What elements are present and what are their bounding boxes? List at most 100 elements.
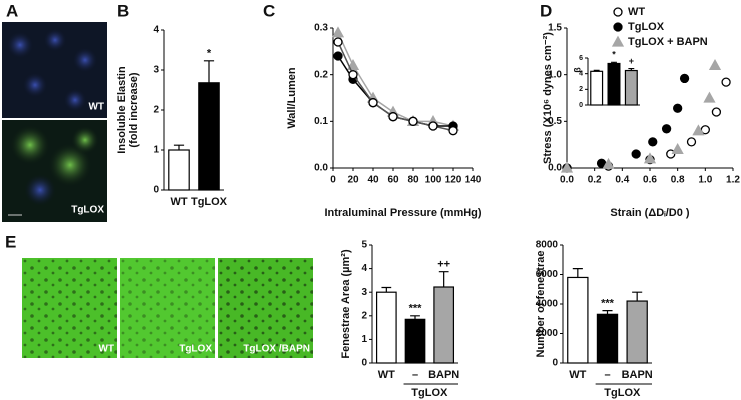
x-tick-label: TgLOX <box>191 196 228 208</box>
panel-label: D <box>540 1 552 20</box>
y-tick-label: 0.2 <box>314 69 328 80</box>
x-tick-label: 60 <box>387 175 399 186</box>
error-bar <box>173 144 185 150</box>
y-tick-label: 8000 <box>536 240 559 251</box>
marker <box>643 152 657 164</box>
y-tick-label: 0 <box>579 102 583 109</box>
marker <box>448 126 458 136</box>
y-tick-label: 2 <box>153 105 159 116</box>
marker <box>368 98 378 108</box>
x-axis-label: Strain (ΔDᵢ/D0 ) <box>610 207 689 219</box>
bar <box>433 286 455 364</box>
y-tick-label: 2 <box>361 310 367 321</box>
marker <box>613 22 623 32</box>
x-tick-label: – <box>604 369 610 381</box>
error-bar <box>611 61 617 64</box>
x-tick-label: 1.2 <box>726 175 740 186</box>
y-tick-label: 0.3 <box>314 23 328 34</box>
y-tick-label: 3 <box>153 65 159 76</box>
marker <box>602 157 615 169</box>
annotation: ++ <box>437 259 450 271</box>
x-tick-label: BAPN <box>622 369 653 381</box>
y-tick-label: 2 <box>579 86 583 93</box>
y-tick-label: 4000 <box>536 299 559 310</box>
marker <box>703 91 716 103</box>
marker <box>679 73 690 84</box>
y-axis-label: β <box>572 67 582 73</box>
y-tick-label: 1.0 <box>548 69 562 80</box>
error-bar <box>593 69 600 72</box>
marker <box>333 37 343 47</box>
x-tick-label: 0.8 <box>671 175 685 186</box>
marker <box>631 149 641 159</box>
y-tick-label: 0.1 <box>314 116 328 127</box>
annotation: * <box>612 50 616 60</box>
marker <box>613 7 623 17</box>
group-label: TgLOX <box>411 387 448 399</box>
y-tick-label: 1 <box>361 334 367 345</box>
y-tick-label: 0.0 <box>314 163 328 174</box>
y-axis-label: (fold increase) <box>128 72 140 148</box>
x-tick-label: 0.2 <box>588 175 602 186</box>
y-tick-label: 0 <box>153 185 159 196</box>
x-tick-label: 0 <box>330 175 336 186</box>
bar <box>607 62 621 106</box>
y-axis-label: Insoluble Elastin <box>116 66 128 154</box>
x-tick-label: 20 <box>347 175 359 186</box>
image-label: WT <box>98 344 114 355</box>
image-label: TgLOX <box>71 205 104 216</box>
image-label: TgLOX /BAPN <box>243 344 310 355</box>
marker <box>348 70 358 80</box>
y-tick-label: 0 <box>361 358 367 369</box>
marker <box>560 161 574 173</box>
image-label: WT <box>88 102 104 113</box>
y-tick-label: 0 <box>552 358 558 369</box>
x-tick-label: WT <box>569 369 586 381</box>
x-tick-label: 80 <box>407 175 419 186</box>
y-tick-label: 1 <box>153 145 159 156</box>
legend-label: TgLOX <box>628 21 665 33</box>
annotation: *** <box>409 303 423 315</box>
x-tick-label: 100 <box>425 175 442 186</box>
bar <box>567 276 589 364</box>
x-tick-label: BAPN <box>428 369 459 381</box>
bar <box>375 291 397 364</box>
y-tick-label: 0.5 <box>548 116 562 127</box>
y-tick-label: 5 <box>361 240 367 251</box>
x-tick-label: 0.0 <box>560 175 574 186</box>
error-bar <box>628 67 635 71</box>
x-tick-label: WT <box>170 196 187 208</box>
y-tick-label: 4 <box>361 263 367 274</box>
marker <box>648 137 658 147</box>
marker <box>721 77 731 87</box>
y-tick-label: 2000 <box>536 328 559 339</box>
bar <box>590 70 604 106</box>
y-tick-label: 0.0 <box>548 163 562 174</box>
x-tick-label: 0.4 <box>615 175 629 186</box>
bar <box>404 318 426 364</box>
marker <box>686 137 697 147</box>
bar <box>626 300 648 364</box>
marker <box>673 103 683 113</box>
annotation: *** <box>601 298 615 310</box>
panel-label: A <box>6 1 18 20</box>
y-tick-label: 6 <box>579 55 583 62</box>
y-tick-label: 1.5 <box>548 23 562 34</box>
marker <box>708 58 722 70</box>
y-tick-label: 3 <box>361 287 367 298</box>
legend-label: TgLOX + BAPN <box>628 36 708 48</box>
error-bar <box>438 271 449 288</box>
legend-label: WT <box>628 6 645 18</box>
x-tick-label: 1.0 <box>698 175 712 186</box>
x-tick-label: 140 <box>465 175 482 186</box>
bar <box>624 69 638 106</box>
y-tick-label: 4 <box>153 25 159 36</box>
error-bar <box>572 268 583 278</box>
error-bar <box>632 291 643 302</box>
marker <box>671 142 684 154</box>
x-tick-label: WT <box>378 369 395 381</box>
bar <box>168 149 190 191</box>
x-tick-label: 120 <box>445 175 462 186</box>
error-bar <box>602 310 613 315</box>
marker <box>611 35 625 47</box>
